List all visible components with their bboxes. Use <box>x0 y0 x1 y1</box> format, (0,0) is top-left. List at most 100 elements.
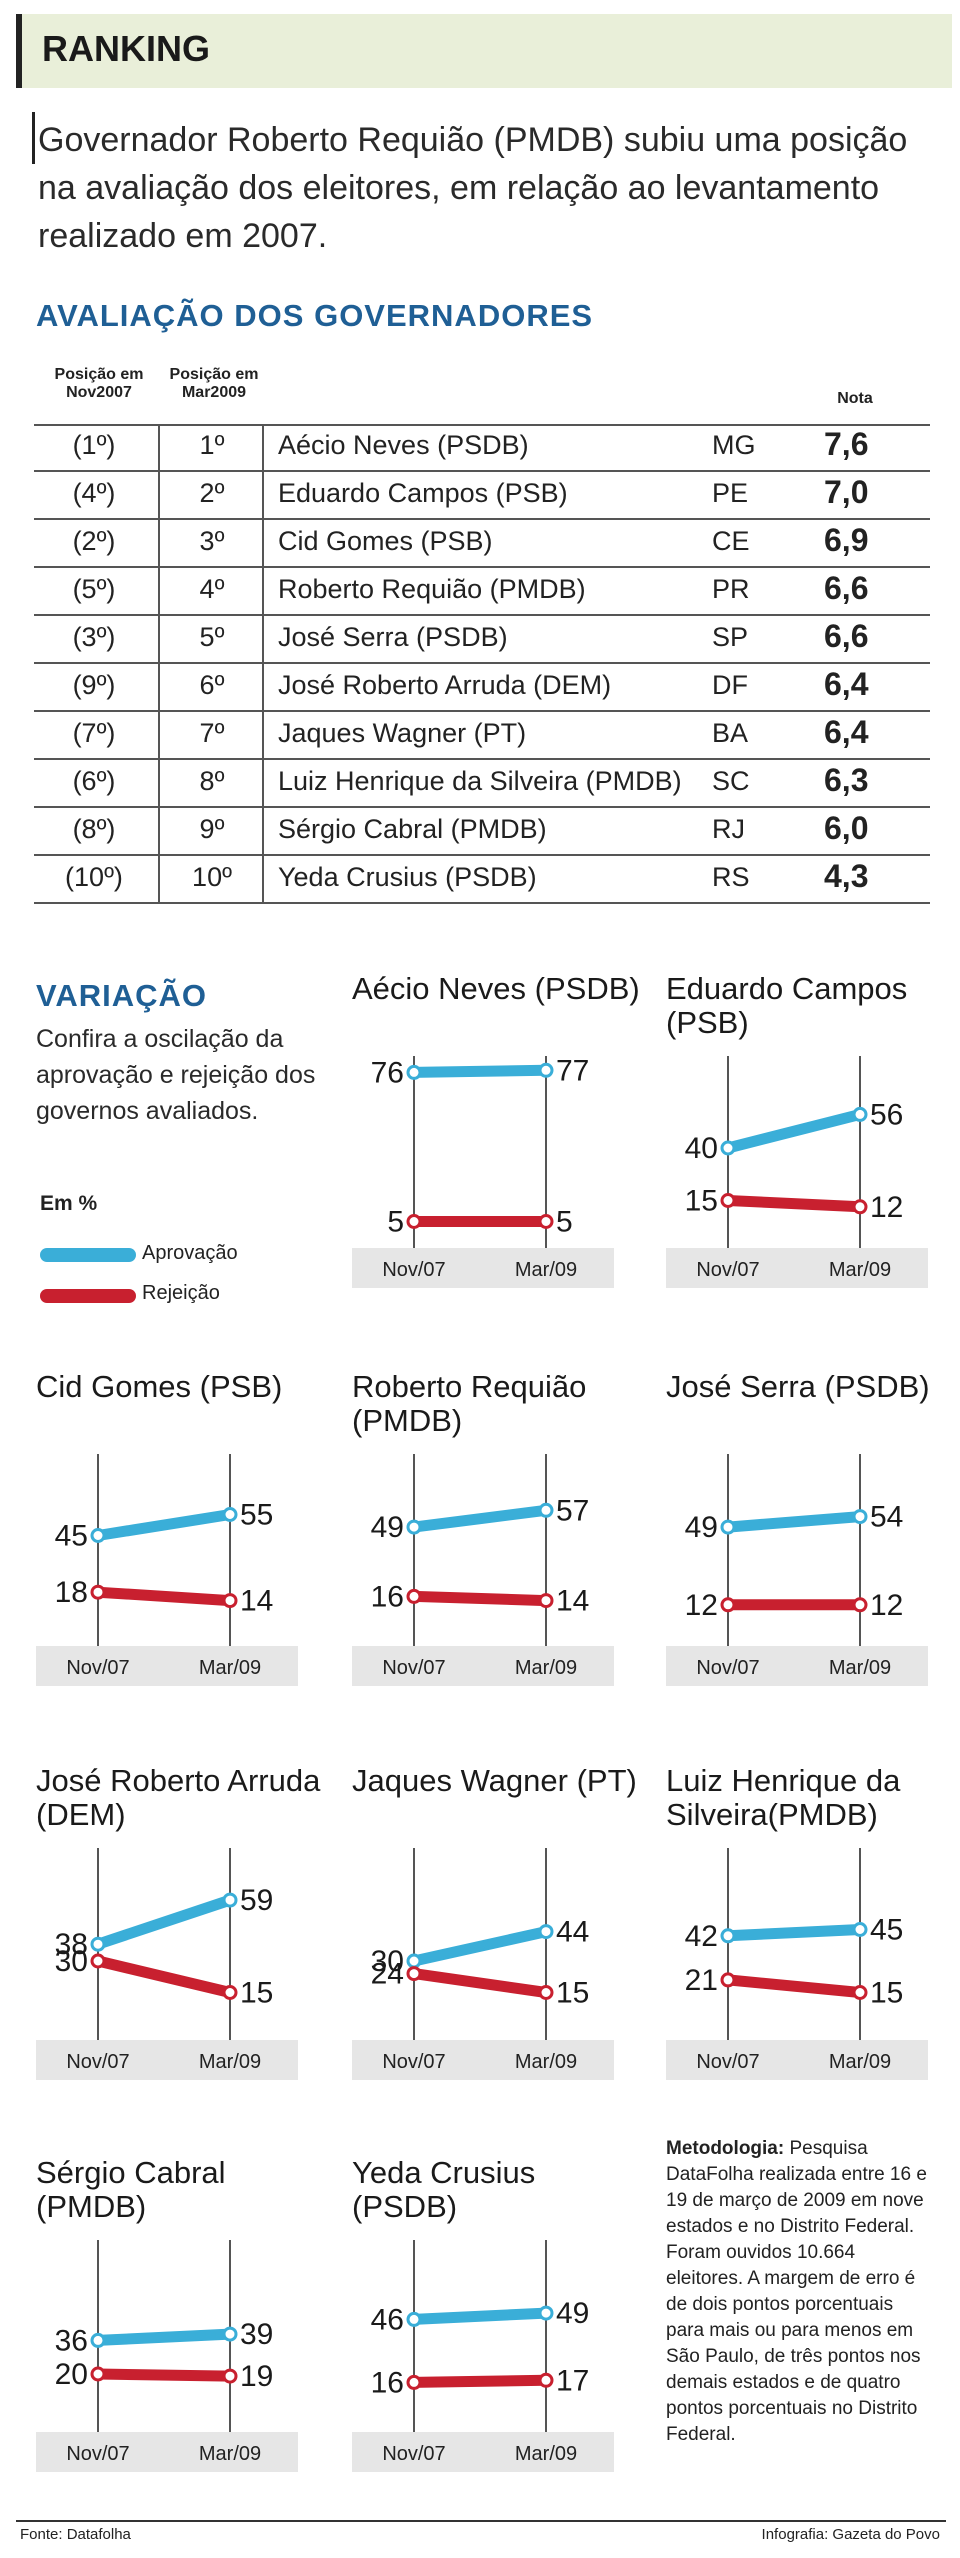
rejection-point <box>406 1588 422 1604</box>
rejection-point <box>852 1199 868 1215</box>
rejection-point <box>852 1985 868 2000</box>
legend-rejection-swatch <box>40 1289 136 1303</box>
line-chart: Nov/07 Mar/09 76 77 5 5 <box>352 1056 614 1288</box>
variation-text: Confira a oscilação da aprovação e rejei… <box>36 1025 316 1125</box>
x-axis-band <box>352 1248 614 1288</box>
approval-point <box>720 1140 736 1156</box>
footer-source: Fonte: Datafolha <box>20 2526 131 2543</box>
rejection-data-label: 18 <box>55 1576 88 1609</box>
rejection-point <box>406 1214 422 1229</box>
rejection-data-label: 14 <box>556 1585 589 1618</box>
rejection-data-label: 15 <box>685 1185 718 1218</box>
rejection-data-label: 17 <box>556 2364 589 2397</box>
score-value: 6,6 <box>824 570 869 606</box>
chart-panel: José Serra (PSDB) Nov/07 Mar/09 49 54 12 12 <box>666 1370 930 1750</box>
rejection-data-label: 14 <box>240 1585 273 1618</box>
x-tick-label: Nov/07 <box>696 1259 759 1281</box>
row-divider <box>34 710 930 712</box>
x-tick-label: Mar/09 <box>515 2051 577 2073</box>
column-divider <box>158 424 160 472</box>
x-tick-label: Mar/09 <box>829 1259 891 1281</box>
rejection-series-line <box>92 1586 236 1607</box>
approval-point <box>538 1502 554 1518</box>
row-divider <box>34 518 930 520</box>
x-tick-label: Mar/09 <box>199 2443 261 2465</box>
rejection-point <box>538 1593 554 1609</box>
approval-point <box>222 1892 238 1908</box>
approval-data-label: 45 <box>870 1914 903 1947</box>
methodology: Metodologia: Pesquisa DataFolha realizad… <box>666 2136 936 2448</box>
footer-credit: Infografia: Gazeta do Povo <box>761 2526 940 2543</box>
x-tick-label: Nov/07 <box>696 2051 759 2073</box>
approval-series-line <box>92 2328 236 2346</box>
chart-panel-title: Luiz Henrique da Silveira(PMDB) <box>666 1763 901 1832</box>
column-divider <box>262 424 264 472</box>
rejection-data-label: 19 <box>240 2360 273 2393</box>
rejection-data-label: 15 <box>870 1977 903 2010</box>
column-divider <box>262 712 264 760</box>
x-axis-band <box>36 1646 298 1686</box>
prev-position: (10º) <box>65 862 123 892</box>
column-divider <box>262 664 264 712</box>
column-divider <box>158 472 160 520</box>
rejection-point <box>406 1966 422 1982</box>
rejection-series-line <box>408 1590 552 1607</box>
state-code: DF <box>712 670 748 700</box>
x-axis-band <box>666 1248 928 1288</box>
table-row: (2º) 3º Cid Gomes (PSB) CE 6,9 <box>34 520 930 568</box>
table-row: (4º) 2º Eduardo Campos (PSB) PE 7,0 <box>34 472 930 520</box>
intro-bar <box>32 112 35 164</box>
score-value: 6,6 <box>824 618 869 654</box>
row-divider <box>34 902 930 904</box>
rejection-series-line <box>722 1974 866 1998</box>
rejection-data-label: 24 <box>371 1958 404 1991</box>
col-head-score: Nota <box>837 390 873 407</box>
state-code: CE <box>712 526 750 556</box>
chart-panel: Jaques Wagner (PT) Nov/07 Mar/09 30 44 24 15 <box>352 1764 637 2144</box>
score-value: 7,6 <box>824 426 869 462</box>
approval-series-line <box>722 1924 866 1942</box>
column-divider <box>262 472 264 520</box>
approval-data-label: 56 <box>870 1098 903 1131</box>
prev-position: (8º) <box>72 814 116 844</box>
column-divider <box>262 856 264 904</box>
row-divider <box>34 566 930 568</box>
current-position: 2º <box>199 478 225 508</box>
chart-panel: Roberto Requião (PMDB) Nov/07 Mar/09 49 57 16… <box>352 1370 614 1750</box>
approval-data-label: 46 <box>371 2303 404 2336</box>
intro-text: Governador Roberto Requião (PMDB) subiu … <box>38 121 908 255</box>
approval-data-label: 49 <box>685 1511 718 1544</box>
rejection-point <box>222 1593 238 1609</box>
col-head-cur: Posição em Mar2009 <box>169 366 259 401</box>
current-position: 10º <box>192 862 232 892</box>
x-tick-label: Mar/09 <box>829 1657 891 1679</box>
table-row: (7º) 7º Jaques Wagner (PT) BA 6,4 <box>34 712 930 760</box>
approval-point <box>852 1106 868 1122</box>
approval-point <box>90 2332 106 2348</box>
column-divider <box>158 856 160 904</box>
approval-series-line <box>408 1926 552 1967</box>
governor-name: Sérgio Cabral (PMDB) <box>278 814 547 844</box>
approval-point <box>852 1509 868 1525</box>
rejection-series-line <box>408 1968 552 1998</box>
chart-panel: José Roberto Arruda (DEM) Nov/07 Mar/09 38 5… <box>36 1764 320 2144</box>
table-row: (8º) 9º Sérgio Cabral (PMDB) RJ 6,0 <box>34 808 930 856</box>
x-axis-band <box>666 2040 928 2080</box>
header-title: RANKING <box>42 28 210 69</box>
score-value: 6,9 <box>824 522 869 558</box>
methodology-text: Pesquisa DataFolha realizada entre 16 e … <box>666 2138 927 2445</box>
state-code: SC <box>712 766 750 796</box>
x-tick-label: Mar/09 <box>829 2051 891 2073</box>
row-divider <box>34 614 930 616</box>
header-bar: RANKING <box>16 14 952 88</box>
approval-data-label: 45 <box>55 1520 88 1553</box>
chart-panel: Cid Gomes (PSB) Nov/07 Mar/09 45 55 18 14 <box>36 1370 298 1750</box>
chart-panel-title: Eduardo Campos (PSB) <box>666 971 908 1040</box>
x-tick-label: Nov/07 <box>382 2051 445 2073</box>
rejection-point <box>90 1584 106 1600</box>
variation-title: VARIAÇÃO <box>36 978 208 1013</box>
row-divider <box>34 424 930 426</box>
chart-panel-title: Roberto Requião (PMDB) <box>352 1369 587 1438</box>
approval-data-label: 42 <box>685 1920 718 1953</box>
state-code: RJ <box>712 814 745 844</box>
